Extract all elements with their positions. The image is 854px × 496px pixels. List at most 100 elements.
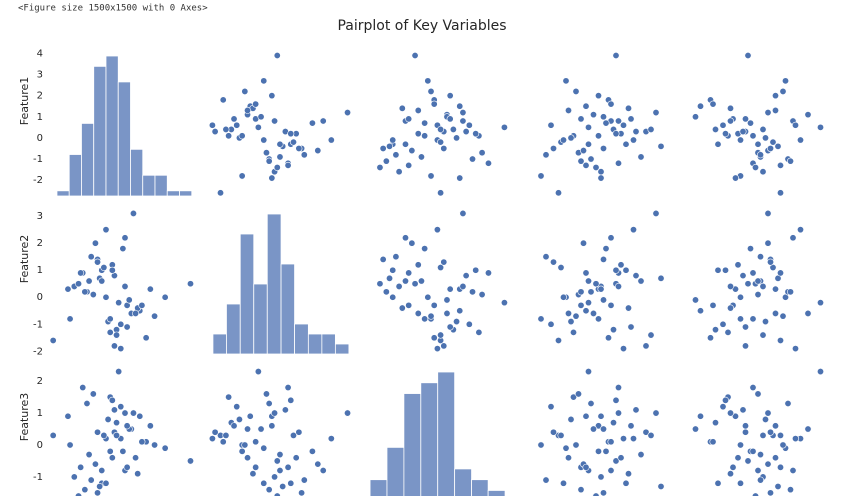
scatter-point [696,307,704,315]
scatter-point [113,419,121,427]
y-tick-label: -1 [33,472,43,483]
scatter-point [627,323,635,331]
hist-bar [239,233,255,355]
scatter-point [257,425,265,433]
scatter-point [453,318,461,326]
scatter-point [478,149,486,157]
scatter-point [268,422,276,430]
scatter-point [300,151,308,159]
scatter-point [119,245,127,253]
scatter-point [389,266,397,274]
scatter-point [113,431,121,439]
scatter-point [691,296,699,304]
scatter-point [389,293,397,301]
scatter-point [564,454,572,462]
scatter-point [751,163,759,171]
scatter-point [446,285,454,293]
scatter-point [617,261,625,269]
scatter-point [761,318,769,326]
y-tick-label: -1 [33,319,43,330]
scatter-point [268,92,276,100]
scatter-point [123,323,131,331]
scatter-point [211,128,219,136]
scatter-point [599,255,607,263]
scatter-point [559,136,567,144]
scatter-point [85,277,93,285]
scatter-point [624,470,632,478]
scatter-point [49,336,57,344]
scatter-point [537,315,545,323]
scatter-point [146,422,154,430]
scatter-point [268,174,276,182]
scatter-point [589,425,597,433]
scatter-point [726,117,734,125]
hist-bar [142,174,156,197]
scatter-point [265,399,273,407]
scatter-point [276,451,284,459]
scatter-point [411,280,419,288]
scatter-point [161,293,169,301]
scatter-point [567,415,575,423]
scatter-point [129,409,137,417]
scatter-point [622,479,630,487]
scatter-point [469,288,477,296]
scatter-point [637,153,645,161]
scatter-point [108,454,116,462]
scatter-point [83,399,91,407]
scatter-point [709,301,717,309]
scatter-point [459,109,467,117]
scatter-point [582,269,590,277]
scatter-point [771,422,779,430]
scatter-point [584,299,592,307]
y-axis-label: Feature1 [18,77,31,126]
scatter-point [761,134,769,142]
scatter-point [287,479,295,487]
y-tick-label: 4 [37,48,43,59]
scatter-point [459,117,467,125]
scatter-point [584,140,592,148]
scatter-point [711,326,719,334]
scatter-point [542,151,550,159]
scatter-point [607,301,615,309]
scatter-point [726,470,734,478]
scatter-point [287,130,295,138]
scatter-point [592,280,600,288]
scatter-point [721,130,729,138]
scatter-point [567,318,575,326]
scatter-point [414,106,422,114]
scatter-point [562,444,570,452]
scatter-point [408,239,416,247]
scatter-point [94,258,102,266]
scatter-point [211,428,219,436]
scatter-point [281,406,289,414]
scatter-point [771,285,779,293]
scatter-point [475,328,483,336]
scatter-point [319,467,327,475]
hist-bar [166,190,180,197]
scatter-point [430,100,438,108]
scatter-point [572,441,580,449]
scatter-point [652,109,660,117]
scatter-point [238,447,246,455]
scatter-point [632,272,640,280]
scatter-point [647,331,655,339]
scatter-point [731,412,739,420]
scatter-point [547,121,555,129]
scatter-point [584,123,592,131]
scatter-point [771,92,779,100]
scatter-point [344,109,352,117]
scatter-point [96,482,104,490]
scatter-point [411,52,419,60]
scatter-point [567,134,575,142]
scatter-point [273,492,281,496]
scatter-point [252,438,260,446]
scatter-point [557,431,565,439]
scatter-point [110,406,118,414]
scatter-point [647,431,655,439]
scatter-point [714,266,722,274]
scatter-point [100,431,108,439]
scatter-point [398,304,406,312]
scatter-point [582,463,590,471]
scatter-point [771,309,779,317]
scatter-point [230,115,238,123]
